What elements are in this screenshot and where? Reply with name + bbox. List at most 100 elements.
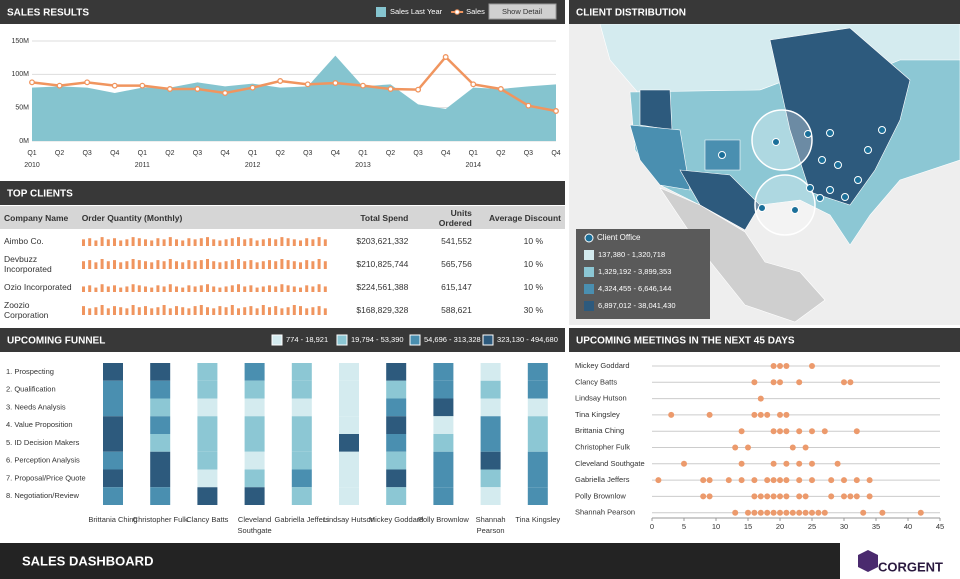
table-row: Aimbo Co. $203,621,332 541,552 10 % <box>0 229 565 252</box>
heat-cell <box>291 363 312 381</box>
dot <box>809 428 815 435</box>
spark-bar <box>131 258 135 269</box>
dot <box>783 428 790 435</box>
spark-bar <box>112 284 116 292</box>
spark-bar <box>261 260 265 269</box>
spark-bar <box>317 305 321 315</box>
legend-swatch <box>584 250 594 260</box>
spark-bar <box>94 306 98 315</box>
heat-cell <box>291 398 312 417</box>
spark-bar <box>131 283 135 292</box>
dot <box>783 460 790 467</box>
button[interactable] <box>488 3 557 20</box>
spark-bar <box>174 285 178 292</box>
column-label: Mickey Goddard <box>368 515 424 524</box>
panel-title: UPCOMING FUNNEL <box>7 336 105 347</box>
dot <box>879 509 886 516</box>
dot <box>841 477 847 484</box>
dot <box>655 477 662 484</box>
spark-bar <box>180 287 184 292</box>
heat-cell <box>386 434 407 452</box>
spark-bar <box>292 304 296 315</box>
spark-bar <box>267 237 271 246</box>
spark-bar <box>125 307 129 315</box>
dot <box>732 509 739 516</box>
heat-cell <box>150 363 171 381</box>
spark-bar <box>156 237 160 246</box>
column-label: Gabriella Jeffers <box>274 515 330 524</box>
average-discount: 30 % <box>523 304 543 315</box>
button-label[interactable]: Show Detail <box>502 7 542 16</box>
dot <box>789 444 796 451</box>
spark-bar <box>317 258 321 269</box>
point <box>497 86 504 92</box>
heat-cell <box>527 380 548 399</box>
point <box>194 86 201 92</box>
dot <box>777 428 783 435</box>
x-tick-label: Q4 <box>331 150 340 157</box>
spark-bar <box>137 284 141 292</box>
dot <box>764 411 771 418</box>
heat-cell <box>386 380 407 399</box>
spark-bar <box>242 238 246 246</box>
sparkline <box>81 304 327 315</box>
spark-bar <box>230 304 234 315</box>
legend-label: 774 - 18,921 <box>286 335 328 344</box>
spark-bar <box>149 287 153 292</box>
x-tick-label: Q4 <box>441 150 450 157</box>
dot <box>809 509 815 516</box>
row-label: Clancy Batts <box>575 377 617 386</box>
legend-swatch <box>482 334 494 346</box>
legend-swatch <box>376 7 386 17</box>
spark-bar <box>94 287 98 292</box>
column-label: Shannah Pearson <box>475 515 506 535</box>
spark-bar <box>137 259 141 269</box>
dot <box>700 493 707 500</box>
spark-bar <box>162 285 166 292</box>
dot <box>777 379 783 386</box>
dot <box>796 460 803 467</box>
heat-cell <box>244 398 265 417</box>
spark-bar <box>137 237 141 246</box>
heat-cell <box>339 469 359 488</box>
x-tick-label: Q3 <box>303 150 312 157</box>
legend-label: 137,380 - 1,320,718 <box>598 250 665 259</box>
heat-cell <box>480 416 501 434</box>
dot <box>770 363 777 369</box>
spark-bar <box>131 304 135 315</box>
spark-bar <box>280 307 284 315</box>
dot <box>796 477 803 484</box>
row-label: Gabriella Jeffers <box>575 475 630 484</box>
dot <box>751 493 758 500</box>
spark-bar <box>100 283 104 292</box>
dot <box>866 493 873 500</box>
heat-cell <box>339 416 359 434</box>
heat-cell <box>386 469 407 488</box>
spark-bar <box>211 285 215 292</box>
spark-bar <box>273 260 277 269</box>
spark-bar <box>255 287 259 292</box>
dot <box>751 477 758 484</box>
row-label: 8. Negotiation/Review <box>6 491 80 500</box>
heat-cell <box>244 416 265 434</box>
heat-cell <box>433 363 454 381</box>
point <box>415 86 422 93</box>
heat-cell <box>103 434 123 452</box>
heat-cell <box>197 363 218 381</box>
dot <box>841 493 847 500</box>
dot <box>777 477 783 484</box>
x-tick-label: 5 <box>682 522 686 531</box>
heat-cell <box>150 380 171 399</box>
heat-cell <box>150 469 171 488</box>
dot <box>802 444 809 451</box>
spark-bar <box>273 285 277 292</box>
point <box>222 90 229 96</box>
point <box>29 79 35 86</box>
total-spend: $224,561,388 <box>356 281 409 292</box>
spark-bar <box>125 260 129 269</box>
map-region <box>769 27 911 206</box>
spark-bar <box>286 306 290 315</box>
heat-cell <box>480 398 501 417</box>
dot <box>783 477 790 484</box>
